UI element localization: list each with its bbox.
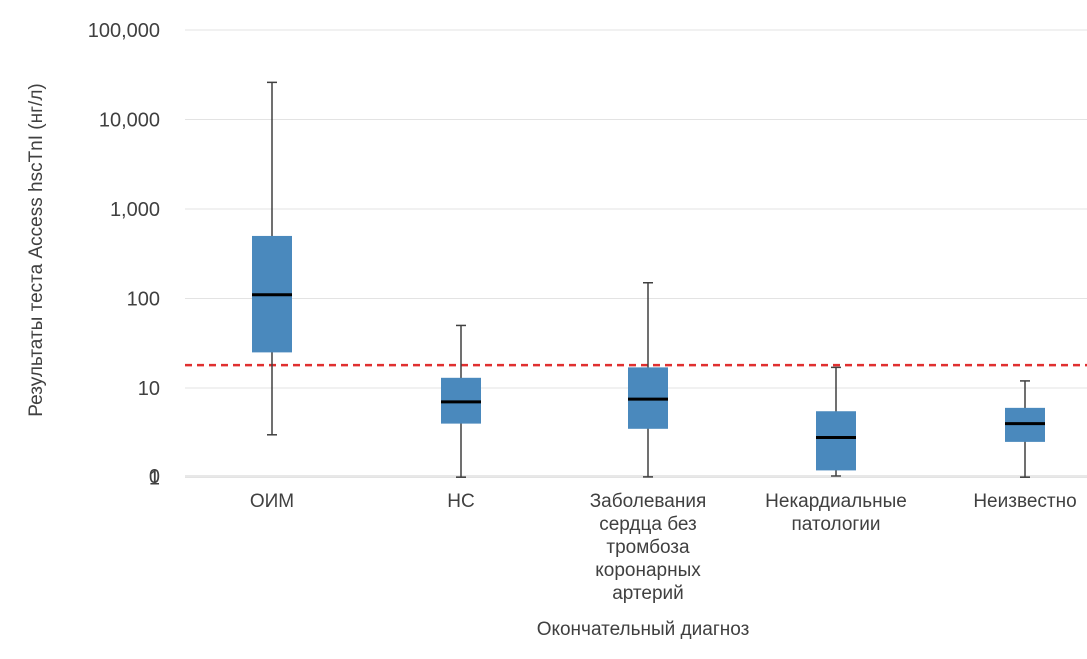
x-tick-label: Некардиальные патологии xyxy=(765,491,907,535)
box-4 xyxy=(816,366,856,477)
x-tick-label-line: ОИМ xyxy=(250,491,294,512)
box-series xyxy=(252,81,1045,478)
box-1 xyxy=(252,81,292,436)
y-axis-title: Результаты теста Access hscTnI (нг/л) xyxy=(26,83,47,417)
box-3 xyxy=(628,281,668,478)
box-5 xyxy=(1005,380,1045,478)
x-tick-label: НС xyxy=(447,491,474,512)
x-tick-label-line: артерий xyxy=(612,583,684,604)
x-tick-label-line: коронарных xyxy=(595,560,701,581)
x-tick-label: ОИМ xyxy=(250,491,294,512)
y-tick-label: 100,000 xyxy=(88,20,160,42)
y-tick-label: 1,000 xyxy=(110,199,160,221)
x-tick-label-line: Неизвестно xyxy=(973,491,1076,512)
y-tick-label: 1 xyxy=(149,468,160,490)
y-tick-label: 10,000 xyxy=(99,110,160,132)
x-tick-label: Заболевания сердца без тромбоза коронарных а… xyxy=(590,491,707,604)
x-tick-label: Неизвестно xyxy=(973,491,1076,512)
x-tick-label-line: Заболевания xyxy=(590,491,707,512)
x-tick-label-line: тромбоза xyxy=(606,537,690,558)
box-2 xyxy=(441,324,481,478)
y-tick-label: 0 xyxy=(149,466,160,488)
y-tick-label: 10 xyxy=(138,378,160,400)
x-axis-ticks: ОИМ НС Заболевания сердца без тромбоза корона… xyxy=(250,491,1077,604)
box-iqr xyxy=(816,411,856,471)
y-axis-ticks: 01 10 100 1,000 10,000 100,000 xyxy=(88,20,160,490)
x-tick-label-line: Некардиальные xyxy=(765,491,907,512)
x-tick-label-line: патологии xyxy=(791,514,880,535)
x-tick-label-line: сердца без xyxy=(599,514,697,535)
x-tick-label-line: НС xyxy=(447,491,474,512)
x-axis-title: Окончательный диагноз xyxy=(537,619,750,640)
y-tick-label: 100 xyxy=(127,289,160,311)
